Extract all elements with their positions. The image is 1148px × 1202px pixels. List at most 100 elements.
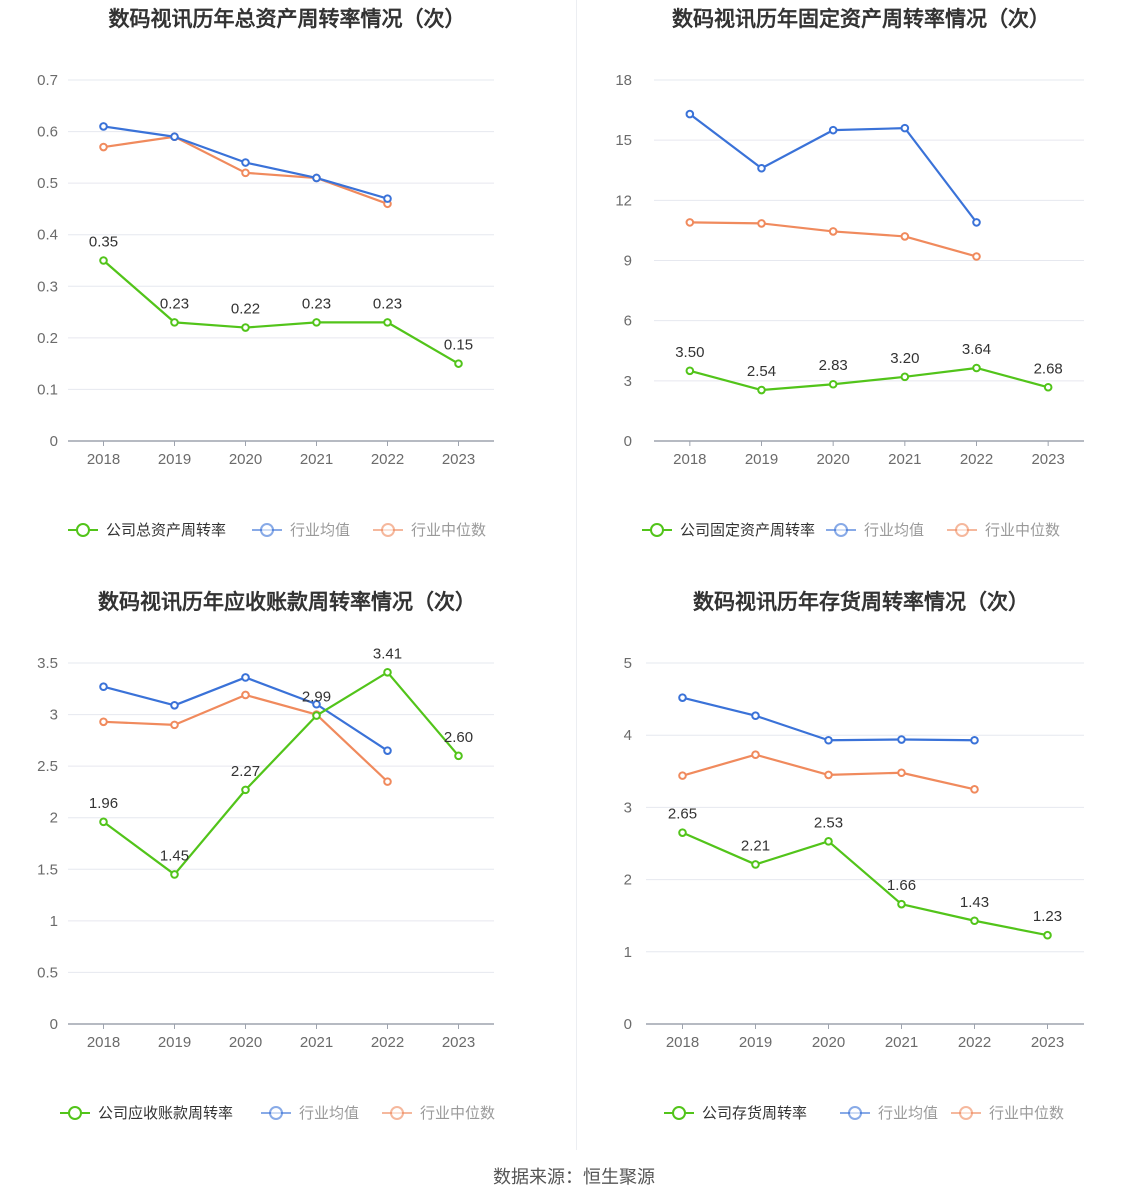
data-point bbox=[99, 256, 108, 265]
y-tick-label: 0.4 bbox=[37, 227, 58, 244]
y-tick-label: 12 bbox=[615, 192, 632, 209]
legend-label: 行业均值 bbox=[878, 1105, 938, 1122]
chart-title: 数码视讯历年应收账款周转率情况（次） bbox=[98, 590, 476, 614]
data-label: 0.22 bbox=[231, 301, 260, 318]
circle-line-icon bbox=[269, 1106, 283, 1120]
data-label: 2.83 bbox=[819, 357, 848, 374]
series-company: 1.96 1.45 2.27 2.99 3.41 2.60 bbox=[89, 645, 473, 879]
chart-fixed-asset-turnover: 数码视讯历年固定资产周转率情况（次） 0 3 6 9 12 15 18 2018 2019 2020… bbox=[615, 7, 1084, 539]
data-point bbox=[897, 899, 906, 909]
legend-item-avg[interactable]: 行业均值 bbox=[261, 1105, 359, 1122]
data-label: 3.41 bbox=[373, 645, 402, 662]
y-gridlines: 0 0.1 0.2 0.3 0.4 0.5 0.6 0.7 bbox=[37, 72, 494, 450]
panel-divider bbox=[576, 0, 577, 1150]
data-point bbox=[99, 122, 108, 131]
x-tick-label: 2022 bbox=[958, 1034, 991, 1051]
circle-line-icon bbox=[68, 1106, 82, 1120]
chart-title: 数码视讯历年总资产周转率情况（次） bbox=[109, 7, 466, 31]
y-tick-label: 9 bbox=[624, 253, 632, 270]
data-label: 2.53 bbox=[814, 814, 843, 831]
legend-label: 行业中位数 bbox=[420, 1105, 495, 1122]
y-tick-label: 0.5 bbox=[37, 175, 58, 192]
circle-line-icon bbox=[76, 523, 90, 537]
x-tick-label: 2019 bbox=[739, 1034, 772, 1051]
legend-item-avg[interactable]: 行业均值 bbox=[252, 522, 350, 539]
data-label: 2.27 bbox=[231, 763, 260, 780]
data-label: 0.23 bbox=[160, 295, 189, 312]
data-point bbox=[241, 323, 250, 332]
x-tick-label: 2019 bbox=[745, 451, 778, 468]
chart-panel-fixed-asset-turnover: 数码视讯历年固定资产周转率情况（次） 0 3 6 9 12 15 18 2018 2019 2020… bbox=[574, 0, 1148, 570]
data-point bbox=[383, 318, 392, 327]
legend-item-avg[interactable]: 行业均值 bbox=[826, 522, 924, 539]
legend-label: 行业中位数 bbox=[985, 522, 1060, 539]
data-point bbox=[241, 673, 250, 682]
chart-panel-total-asset-turnover: 数码视讯历年总资产周转率情况（次） 0 0.1 0.2 0.3 0.4 0.5 0.6 0.7 2… bbox=[0, 0, 574, 570]
data-point bbox=[900, 372, 910, 382]
data-point bbox=[170, 318, 179, 327]
legend-item-median[interactable]: 行业中位数 bbox=[373, 522, 486, 539]
data-point bbox=[828, 379, 838, 389]
data-point bbox=[383, 777, 392, 786]
series-avg bbox=[99, 673, 392, 755]
y-tick-label: 0 bbox=[50, 1016, 58, 1033]
legend-item-median[interactable]: 行业中位数 bbox=[382, 1105, 495, 1122]
data-point bbox=[757, 385, 766, 395]
series-line-company bbox=[102, 259, 460, 365]
y-tick-label: 0 bbox=[624, 1016, 632, 1033]
data-point bbox=[99, 717, 108, 727]
legend: 公司存货周转率 行业均值 行业中位数 bbox=[664, 1105, 1064, 1122]
x-tick-label: 2022 bbox=[371, 451, 404, 468]
data-point bbox=[751, 750, 760, 759]
y-tick-label: 3 bbox=[624, 373, 632, 390]
y-tick-label: 18 bbox=[615, 72, 632, 89]
circle-line-icon bbox=[650, 523, 664, 537]
series-avg bbox=[685, 109, 981, 227]
y-tick-label: 3 bbox=[624, 799, 632, 816]
circle-line-icon bbox=[260, 523, 274, 537]
legend-item-company[interactable]: 公司总资产周转率 bbox=[68, 522, 226, 539]
series-line-company bbox=[689, 366, 1049, 392]
data-point bbox=[241, 690, 250, 700]
data-point bbox=[824, 770, 833, 780]
chart-panel-inventory-turnover: 数码视讯历年存货周转率情况（次） 0 1 2 3 4 5 2018 2019 2020 2021 20… bbox=[574, 583, 1148, 1153]
y-tick-label: 0.3 bbox=[37, 278, 58, 295]
x-tick-label: 2021 bbox=[885, 1034, 918, 1051]
legend-item-median[interactable]: 行业中位数 bbox=[947, 522, 1060, 539]
y-tick-label: 15 bbox=[615, 132, 632, 149]
y-tick-label: 3.5 bbox=[37, 655, 58, 672]
data-label: 2.65 bbox=[668, 806, 697, 823]
data-point bbox=[678, 771, 687, 780]
legend-item-median[interactable]: 行业中位数 bbox=[951, 1105, 1064, 1122]
data-label: 2.68 bbox=[1034, 360, 1063, 377]
data-label: 0.35 bbox=[89, 234, 118, 251]
data-point bbox=[312, 173, 321, 183]
data-point bbox=[757, 163, 766, 173]
circle-line-icon bbox=[848, 1106, 862, 1120]
x-tick-label: 2023 bbox=[442, 1034, 475, 1051]
data-point bbox=[678, 828, 687, 837]
y-gridlines: 0 0.5 1 1.5 2 2.5 3 3.5 bbox=[37, 655, 494, 1033]
data-label: 1.66 bbox=[887, 877, 916, 894]
series-median bbox=[678, 750, 979, 794]
legend-item-company[interactable]: 公司固定资产周转率 bbox=[642, 522, 815, 539]
data-point bbox=[241, 785, 250, 795]
y-tick-label: 0.5 bbox=[37, 964, 58, 981]
data-label: 0.23 bbox=[373, 295, 402, 312]
legend-item-company[interactable]: 公司应收账款周转率 bbox=[60, 1104, 233, 1122]
x-tick-label: 2022 bbox=[371, 1034, 404, 1051]
data-point bbox=[900, 123, 910, 133]
x-tick-label: 2019 bbox=[158, 451, 191, 468]
data-point bbox=[828, 227, 838, 236]
x-tick-label: 2021 bbox=[300, 451, 333, 468]
data-point bbox=[685, 109, 695, 119]
legend-item-avg[interactable]: 行业均值 bbox=[840, 1105, 938, 1122]
data-point bbox=[751, 711, 760, 721]
series-company: 0.35 0.23 0.22 0.23 0.23 0.15 bbox=[89, 234, 473, 368]
series-company: 2.65 2.21 2.53 1.66 1.43 1.23 bbox=[668, 806, 1062, 940]
data-point bbox=[678, 693, 687, 702]
legend-item-company[interactable]: 公司存货周转率 bbox=[664, 1105, 807, 1122]
data-point bbox=[383, 194, 392, 203]
x-tick-label: 2020 bbox=[816, 451, 849, 468]
series-avg bbox=[678, 693, 979, 745]
